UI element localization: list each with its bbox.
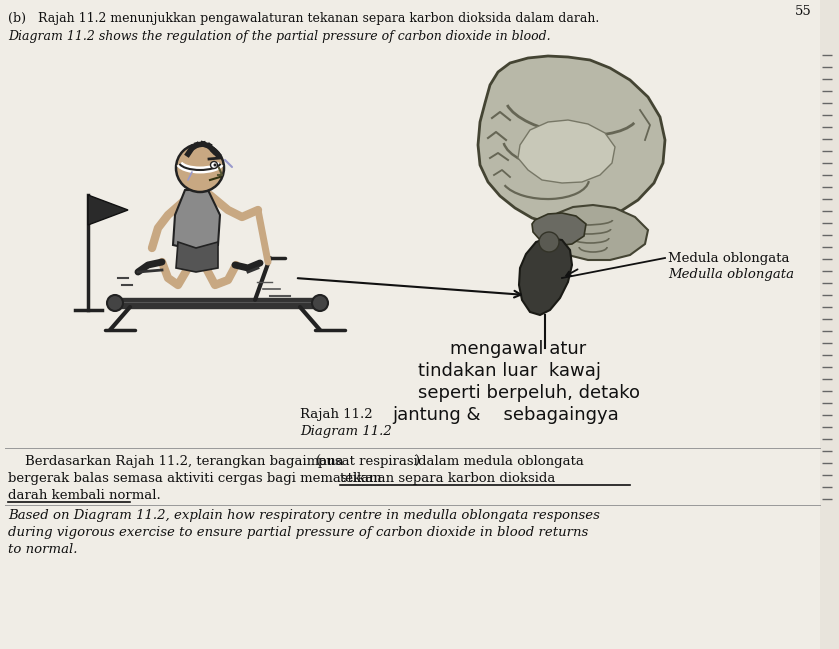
Circle shape	[213, 164, 216, 167]
Text: bergerak balas semasa aktiviti cergas bagi memastikan: bergerak balas semasa aktiviti cergas ba…	[8, 472, 386, 485]
Text: Medulla oblongata: Medulla oblongata	[668, 268, 794, 281]
Text: mengawal atur: mengawal atur	[450, 340, 586, 358]
Polygon shape	[532, 213, 586, 246]
Text: jantung &    sebagaingya: jantung & sebagaingya	[392, 406, 618, 424]
Text: pusat respirasi: pusat respirasi	[318, 455, 418, 468]
Text: seperti berpeluh, detako: seperti berpeluh, detako	[418, 384, 640, 402]
Polygon shape	[519, 238, 572, 315]
Text: Rajah 11.2: Rajah 11.2	[300, 408, 373, 421]
Circle shape	[107, 295, 123, 311]
Text: darah kembali normal.: darah kembali normal.	[8, 489, 161, 502]
Text: tekanan separa karbon dioksida: tekanan separa karbon dioksida	[340, 472, 555, 485]
Circle shape	[211, 162, 217, 169]
Polygon shape	[88, 195, 128, 225]
Text: Medula oblongata: Medula oblongata	[668, 252, 789, 265]
Circle shape	[539, 232, 559, 252]
Circle shape	[312, 295, 328, 311]
Text: Based on Diagram 11.2, explain how respiratory centre in medulla oblongata respo: Based on Diagram 11.2, explain how respi…	[8, 509, 600, 522]
Polygon shape	[176, 242, 218, 272]
Text: during vigorous exercise to ensure partial pressure of carbon dioxide in blood r: during vigorous exercise to ensure parti…	[8, 526, 588, 539]
Text: to normal.: to normal.	[8, 543, 77, 556]
Circle shape	[176, 144, 224, 192]
Text: ): )	[414, 455, 420, 468]
Text: (: (	[316, 455, 321, 468]
Polygon shape	[518, 120, 615, 183]
FancyBboxPatch shape	[0, 0, 820, 649]
Text: dalam medula oblongata: dalam medula oblongata	[418, 455, 584, 468]
Polygon shape	[173, 190, 220, 250]
Polygon shape	[478, 56, 665, 225]
Text: 55: 55	[795, 5, 812, 18]
Text: Diagram 11.2: Diagram 11.2	[300, 425, 392, 438]
Text: Diagram 11.2 shows the regulation of the partial pressure of carbon dioxide in b: Diagram 11.2 shows the regulation of the…	[8, 30, 550, 43]
Text: (b)   Rajah 11.2 menunjukkan pengawalaturan tekanan separa karbon dioksida dalam: (b) Rajah 11.2 menunjukkan pengawalatura…	[8, 12, 599, 25]
Text: Berdasarkan Rajah 11.2, terangkan bagaimana: Berdasarkan Rajah 11.2, terangkan bagaim…	[8, 455, 344, 468]
Polygon shape	[546, 205, 648, 260]
Text: tindakan luar  kawaj: tindakan luar kawaj	[418, 362, 601, 380]
